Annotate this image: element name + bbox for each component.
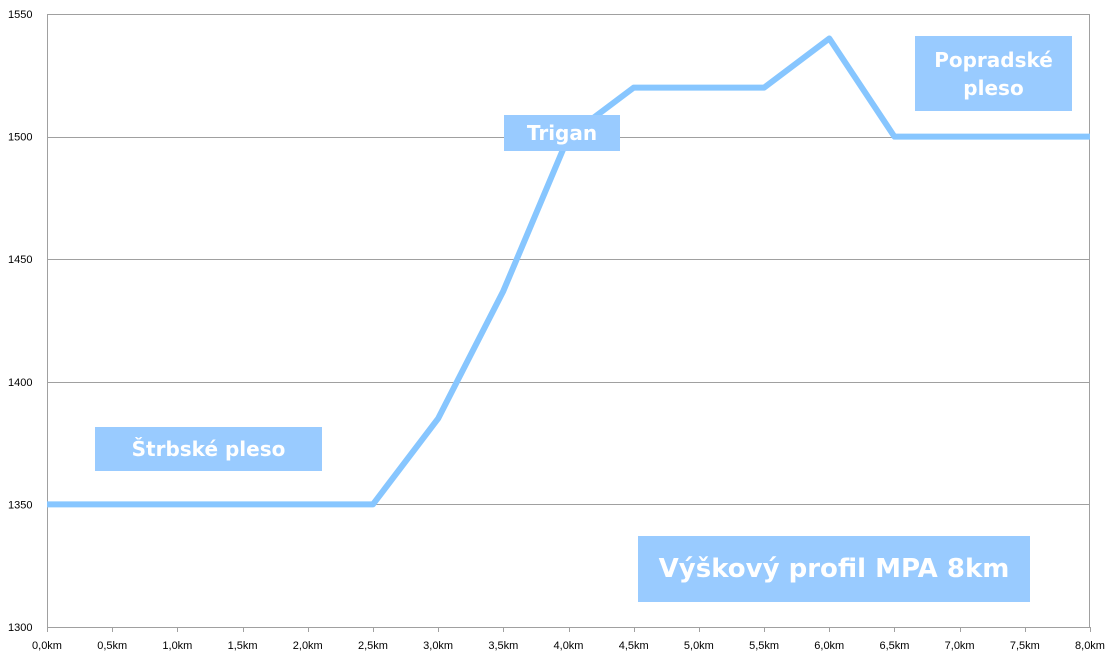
x-tick-label: 6,0km <box>814 640 844 652</box>
y-tick-labels: 1300 1350 1400 1450 1500 1550 <box>8 9 32 634</box>
y-tick-label: 1350 <box>8 499 32 511</box>
x-tick-label: 3,0km <box>423 640 453 652</box>
annotation-strbske-pleso: Štrbské pleso <box>95 427 322 471</box>
x-tick-label: 5,0km <box>684 640 714 652</box>
x-tick-label: 6,5km <box>879 640 909 652</box>
y-tick-label: 1550 <box>8 9 32 21</box>
x-tick-label: 4,0km <box>554 640 584 652</box>
x-tick-label: 5,5km <box>749 640 779 652</box>
chart-title: Výškový profil MPA 8km <box>638 536 1030 602</box>
y-tick-label: 1500 <box>8 132 32 144</box>
y-tick-label: 1300 <box>8 622 32 634</box>
x-tick-label: 0,5km <box>97 640 127 652</box>
y-tick-label: 1450 <box>8 254 32 266</box>
x-tick-label: 0,0km <box>32 640 62 652</box>
x-tick-label: 2,0km <box>293 640 323 652</box>
annotation-popradske-pleso: Popradské pleso <box>915 36 1072 111</box>
annotation-trigan: Trigan <box>504 115 620 151</box>
axes <box>47 14 1091 632</box>
x-tick-label: 8,0km <box>1075 640 1105 652</box>
x-tick-label: 3,5km <box>488 640 518 652</box>
y-tick-label: 1400 <box>8 377 32 389</box>
x-tick-label: 7,0km <box>945 640 975 652</box>
x-tick-label: 2,5km <box>358 640 388 652</box>
x-tick-label: 7,5km <box>1010 640 1040 652</box>
x-tick-label: 1,0km <box>162 640 192 652</box>
x-tick-label: 1,5km <box>228 640 258 652</box>
x-tick-labels: 0,0km 0,5km 1,0km 1,5km 2,0km 2,5km 3,0km 3,5km… <box>32 640 1105 652</box>
x-tick-label: 4,5km <box>619 640 649 652</box>
